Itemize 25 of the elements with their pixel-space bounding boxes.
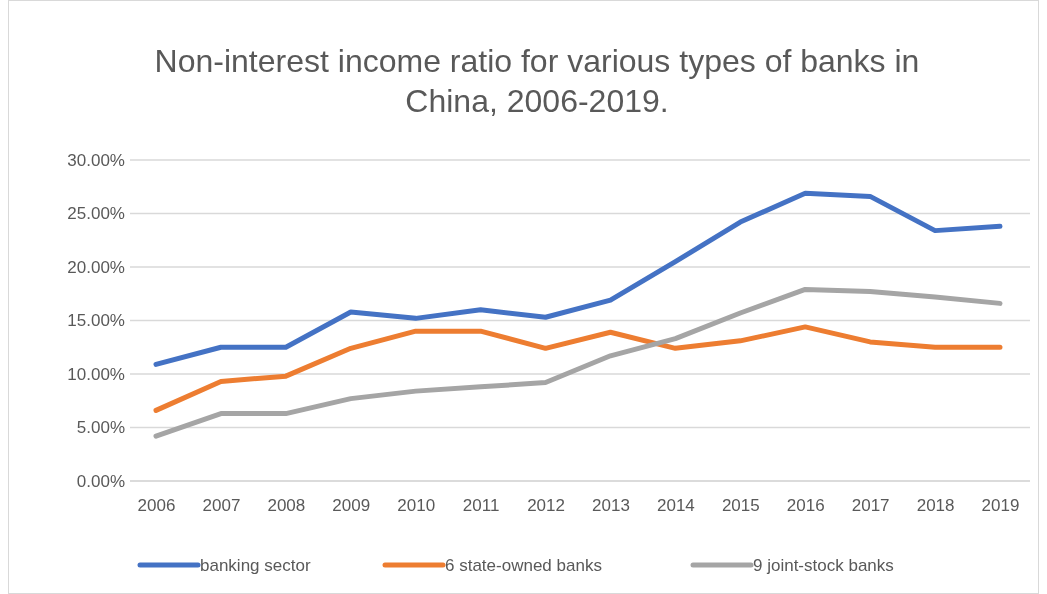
x-tick-label: 2015 <box>721 496 760 516</box>
x-tick-label: 2008 <box>267 496 306 516</box>
y-tick-label: 25.00% <box>67 204 125 224</box>
x-tick-label: 2012 <box>527 496 565 516</box>
x-tick-label: 2017 <box>851 496 890 516</box>
legend-label: 9 joint-stock banks <box>753 556 894 575</box>
x-tick-label: 2014 <box>656 496 695 516</box>
y-tick-label: 30.00% <box>67 150 125 170</box>
x-tick-label: 2010 <box>397 496 436 516</box>
x-tick-label: 2018 <box>916 496 955 516</box>
chart-title: Non-interest income ratio for various types of banks in China, 2006-2019. <box>154 43 920 119</box>
x-tick-label: 2006 <box>137 496 176 516</box>
y-tick-label: 15.00% <box>67 311 125 331</box>
y-tick-label: 20.00% <box>67 257 125 277</box>
x-tick-label: 2007 <box>202 496 241 516</box>
legend-label: 6 state-owned banks <box>445 556 602 575</box>
x-tick-label: 2013 <box>592 496 630 516</box>
y-tick-label: 10.00% <box>67 364 125 384</box>
x-tick-label: 2009 <box>332 496 371 516</box>
x-tick-label: 2016 <box>786 496 825 516</box>
legend-label: banking sector <box>200 556 311 575</box>
x-tick-label: 2011 <box>462 496 500 516</box>
y-tick-label: 0.00% <box>76 471 125 491</box>
y-tick-label: 5.00% <box>76 418 125 438</box>
x-tick-label: 2019 <box>981 496 1020 516</box>
